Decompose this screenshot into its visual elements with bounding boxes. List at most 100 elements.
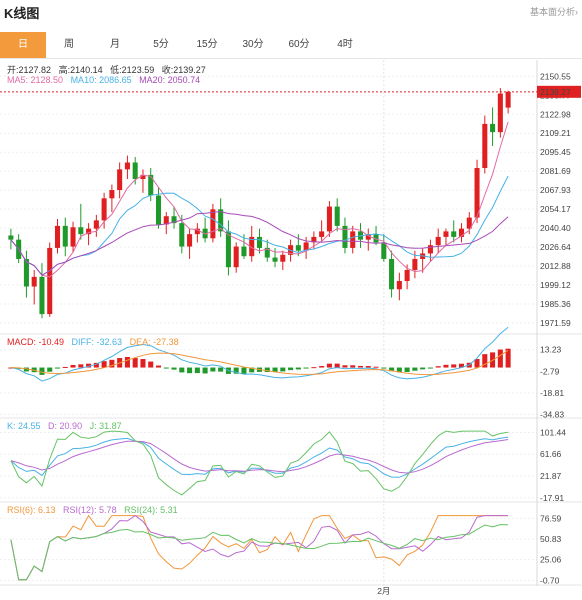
candle-body — [225, 231, 231, 268]
macd-bar — [420, 367, 426, 370]
macd-bar — [86, 363, 92, 368]
candle-body — [210, 209, 216, 239]
macd-bar — [326, 363, 332, 368]
candle-body — [373, 234, 379, 243]
macd-bar — [148, 361, 154, 368]
candle-body — [109, 190, 115, 199]
close-value: 收:2139.27 — [161, 65, 206, 75]
macd-bar — [334, 363, 340, 368]
candle-body — [93, 220, 99, 229]
macd-bar — [249, 367, 255, 373]
tab-15min[interactable]: 15分 — [196, 39, 218, 50]
candle-body — [427, 245, 433, 254]
macd-bar — [8, 367, 14, 369]
y-tick-label: 2081.69 — [540, 166, 571, 176]
rsi12-value: RSI(12): 5.78 — [63, 505, 117, 515]
candle-body — [443, 231, 449, 237]
ma10-line — [10, 175, 509, 276]
tab-4hour[interactable]: 4时 — [337, 39, 353, 50]
y-tick-label: 1971.59 — [540, 318, 571, 328]
macd-bar — [163, 367, 169, 369]
macd-bar — [93, 362, 99, 368]
macd-bar — [179, 367, 185, 373]
macd-bar — [101, 361, 107, 368]
macd-bar — [381, 367, 387, 369]
y-tick-label: 2067.93 — [540, 185, 571, 195]
macd-bar — [451, 364, 457, 368]
current-price-label: 2139.27 — [540, 87, 571, 97]
high-value: 高:2140.14 — [58, 65, 103, 75]
tab-week[interactable]: 周 — [64, 39, 74, 50]
macd-bar — [62, 366, 68, 368]
candle-body — [319, 231, 325, 237]
candle-body — [163, 216, 169, 225]
y-tick-label: 2054.17 — [540, 204, 571, 214]
candle-body — [101, 198, 107, 221]
y-tick-label: 2026.64 — [540, 242, 571, 252]
tab-5min[interactable]: 5分 — [153, 39, 169, 50]
candle-body — [202, 228, 208, 239]
candle-body — [171, 216, 177, 224]
candle-body — [194, 228, 200, 235]
d-value: D: 20.90 — [48, 421, 83, 431]
macd-bar — [47, 367, 53, 372]
candle-body — [396, 281, 402, 290]
macd-bar — [70, 365, 76, 368]
macd-bar — [241, 367, 247, 374]
y-tick-label: 2095.45 — [540, 147, 571, 157]
macd-info: MACD: -10.49 DIFF: -32.63 DEA: -27.38 — [7, 337, 184, 347]
macd-bar — [109, 359, 115, 368]
candle-body — [78, 227, 84, 235]
macd-bar — [427, 367, 433, 369]
macd-bar — [365, 366, 371, 368]
macd-bar — [412, 367, 418, 371]
basic-analysis-link[interactable]: 基本面分析› — [530, 7, 578, 17]
rsi6-value: RSI(6): 6.13 — [7, 505, 56, 515]
candle-body — [435, 236, 441, 246]
candle-body — [148, 174, 154, 196]
candle-body — [466, 217, 472, 229]
candle-body — [39, 276, 45, 315]
candle-body — [187, 234, 193, 247]
tab-30min[interactable]: 30分 — [242, 39, 264, 50]
candle-body — [389, 258, 395, 290]
candle-body — [124, 162, 130, 170]
macd-value: MACD: -10.49 — [7, 337, 65, 347]
tab-day[interactable]: 日 — [0, 32, 46, 58]
y-tick-label: 76.59 — [540, 513, 562, 523]
d-line — [10, 439, 509, 474]
dea-line — [10, 349, 509, 376]
rsi24-line — [10, 524, 509, 581]
candle-body — [280, 254, 286, 262]
tab-month[interactable]: 月 — [110, 39, 120, 50]
ma20-line — [10, 211, 509, 276]
macd-bar — [202, 367, 208, 374]
candle-body — [140, 174, 146, 180]
rsi6-line — [10, 514, 509, 581]
macd-bar — [132, 358, 138, 368]
candle-body — [497, 93, 503, 133]
candle-body — [179, 223, 185, 247]
k-line — [10, 436, 509, 478]
candle-body — [482, 123, 488, 168]
candle-body — [132, 162, 138, 180]
candle-body — [8, 235, 14, 240]
macd-bar — [295, 367, 301, 370]
macd-bar — [23, 367, 29, 372]
candle-body — [334, 206, 340, 226]
candle-body — [490, 123, 496, 133]
candle-body — [404, 269, 410, 282]
macd-bar — [311, 367, 317, 369]
candle-body — [218, 209, 224, 232]
macd-bar — [140, 359, 146, 368]
macd-bar — [435, 366, 441, 368]
y-tick-label: 2150.55 — [540, 71, 571, 81]
candle-body — [311, 236, 317, 243]
candle-body — [70, 227, 76, 247]
j-line — [10, 430, 509, 496]
macd-bar — [404, 367, 410, 372]
tab-60min[interactable]: 60分 — [288, 39, 310, 50]
candle-body — [47, 247, 53, 315]
y-tick-label: 21.87 — [540, 471, 562, 481]
